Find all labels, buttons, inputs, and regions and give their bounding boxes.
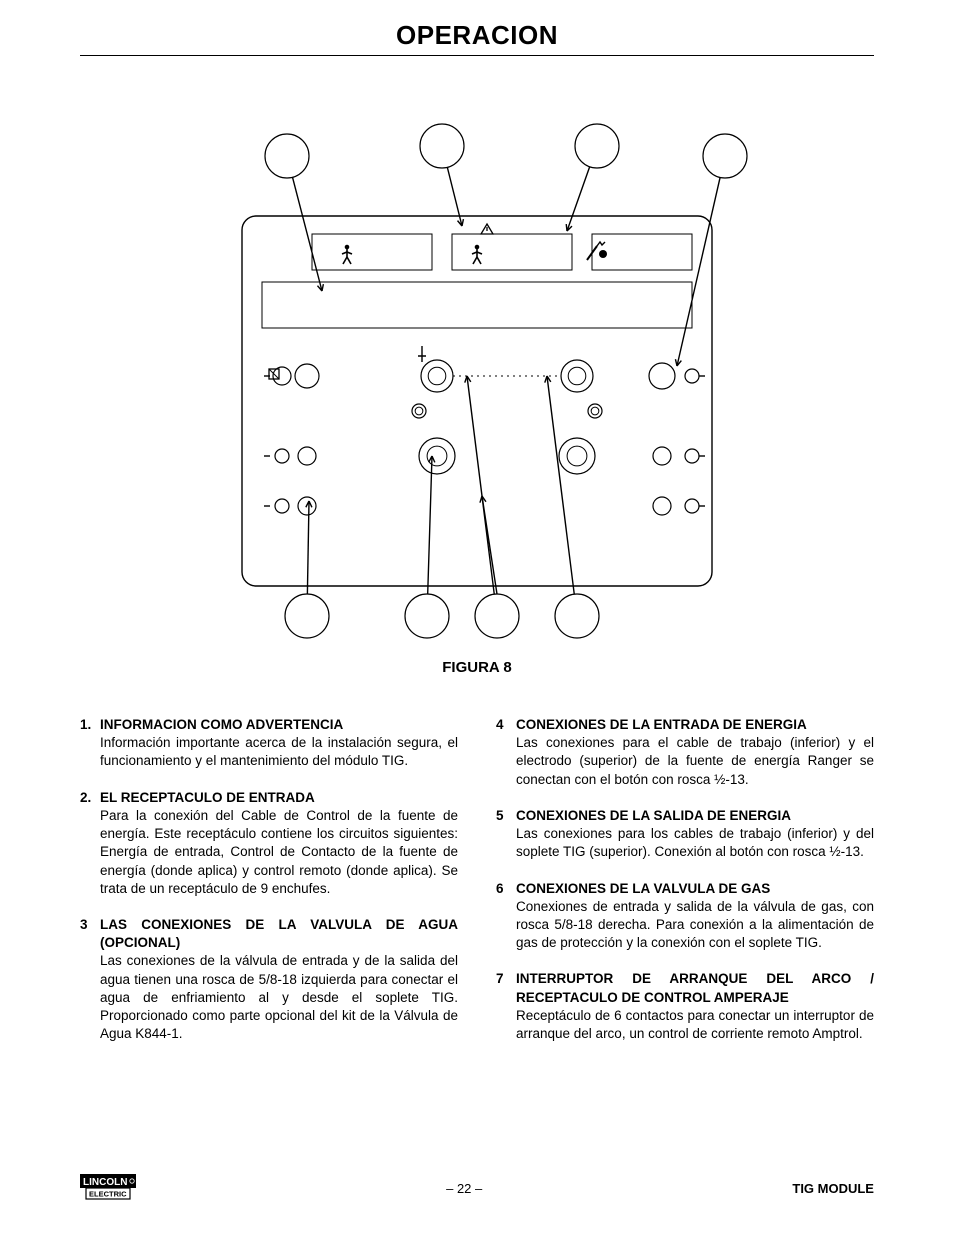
item-heading: 7INTERRUPTOR DE ARRANQUE DEL ARCO / RECE… xyxy=(496,970,874,1006)
right-column: 4CONEXIONES DE LA ENTRADA DE ENERGIALas … xyxy=(496,716,874,1062)
left-column: 1.INFORMACION COMO ADVERTENCIAInformació… xyxy=(80,716,458,1062)
item-body: Para la conexión del Cable de Control de… xyxy=(100,807,458,898)
figure-diagram xyxy=(197,86,757,646)
item-title: INTERRUPTOR DE ARRANQUE DEL ARCO / RECEP… xyxy=(516,970,874,1006)
list-item: 1.INFORMACION COMO ADVERTENCIAInformació… xyxy=(80,716,458,771)
item-title: INFORMACION COMO ADVERTENCIA xyxy=(100,716,458,734)
item-title: CONEXIONES DE LA SALIDA DE ENERGIA xyxy=(516,807,874,825)
page-footer: LINCOLN ELECTRIC – 22 – TIG MODULE xyxy=(80,1174,874,1203)
page-number: – 22 – xyxy=(446,1181,482,1196)
brand-logo: LINCOLN ELECTRIC xyxy=(80,1174,136,1203)
item-body: Las conexiones para los cables de trabaj… xyxy=(516,825,874,861)
logo-top-text: LINCOLN xyxy=(83,1177,127,1188)
list-item: 3LAS CONEXIONES DE LA VALVULA DE AGUA (O… xyxy=(80,916,458,1044)
doc-id: TIG MODULE xyxy=(792,1181,874,1196)
item-title: LAS CONEXIONES DE LA VALVULA DE AGUA (OP… xyxy=(100,916,458,952)
list-item: 5CONEXIONES DE LA SALIDA DE ENERGIALas c… xyxy=(496,807,874,862)
page-title: OPERACION xyxy=(80,20,874,56)
logo-bottom-text: ELECTRIC xyxy=(89,1190,127,1199)
item-body: Las conexiones de la válvula de entrada … xyxy=(100,952,458,1043)
item-heading: 4CONEXIONES DE LA ENTRADA DE ENERGIA xyxy=(496,716,874,734)
list-item: 7INTERRUPTOR DE ARRANQUE DEL ARCO / RECE… xyxy=(496,970,874,1043)
item-heading: 3LAS CONEXIONES DE LA VALVULA DE AGUA (O… xyxy=(80,916,458,952)
item-number: 6 xyxy=(496,880,516,898)
list-item: 4CONEXIONES DE LA ENTRADA DE ENERGIALas … xyxy=(496,716,874,789)
item-number: 7 xyxy=(496,970,516,1006)
item-heading: 6CONEXIONES DE LA VALVULA DE GAS xyxy=(496,880,874,898)
item-number: 4 xyxy=(496,716,516,734)
item-body: Información importante acerca de la inst… xyxy=(100,734,458,770)
item-number: 3 xyxy=(80,916,100,952)
item-body: Las conexiones para el cable de trabajo … xyxy=(516,734,874,789)
content-columns: 1.INFORMACION COMO ADVERTENCIAInformació… xyxy=(80,716,874,1062)
item-body: Conexiones de entrada y salida de la vál… xyxy=(516,898,874,953)
item-title: CONEXIONES DE LA VALVULA DE GAS xyxy=(516,880,874,898)
item-heading: 5CONEXIONES DE LA SALIDA DE ENERGIA xyxy=(496,807,874,825)
figure-wrap: FIGURA 8 xyxy=(80,86,874,676)
item-title: EL RECEPTACULO DE ENTRADA xyxy=(100,789,458,807)
item-number: 1. xyxy=(80,716,100,734)
item-number: 2. xyxy=(80,789,100,807)
item-heading: 2.EL RECEPTACULO DE ENTRADA xyxy=(80,789,458,807)
figure-caption: FIGURA 8 xyxy=(80,659,874,676)
list-item: 2.EL RECEPTACULO DE ENTRADAPara la conex… xyxy=(80,789,458,898)
item-title: CONEXIONES DE LA ENTRADA DE ENERGIA xyxy=(516,716,874,734)
item-body: Receptáculo de 6 contactos para conectar… xyxy=(516,1007,874,1043)
list-item: 6CONEXIONES DE LA VALVULA DE GASConexion… xyxy=(496,880,874,953)
item-heading: 1.INFORMACION COMO ADVERTENCIA xyxy=(80,716,458,734)
item-number: 5 xyxy=(496,807,516,825)
